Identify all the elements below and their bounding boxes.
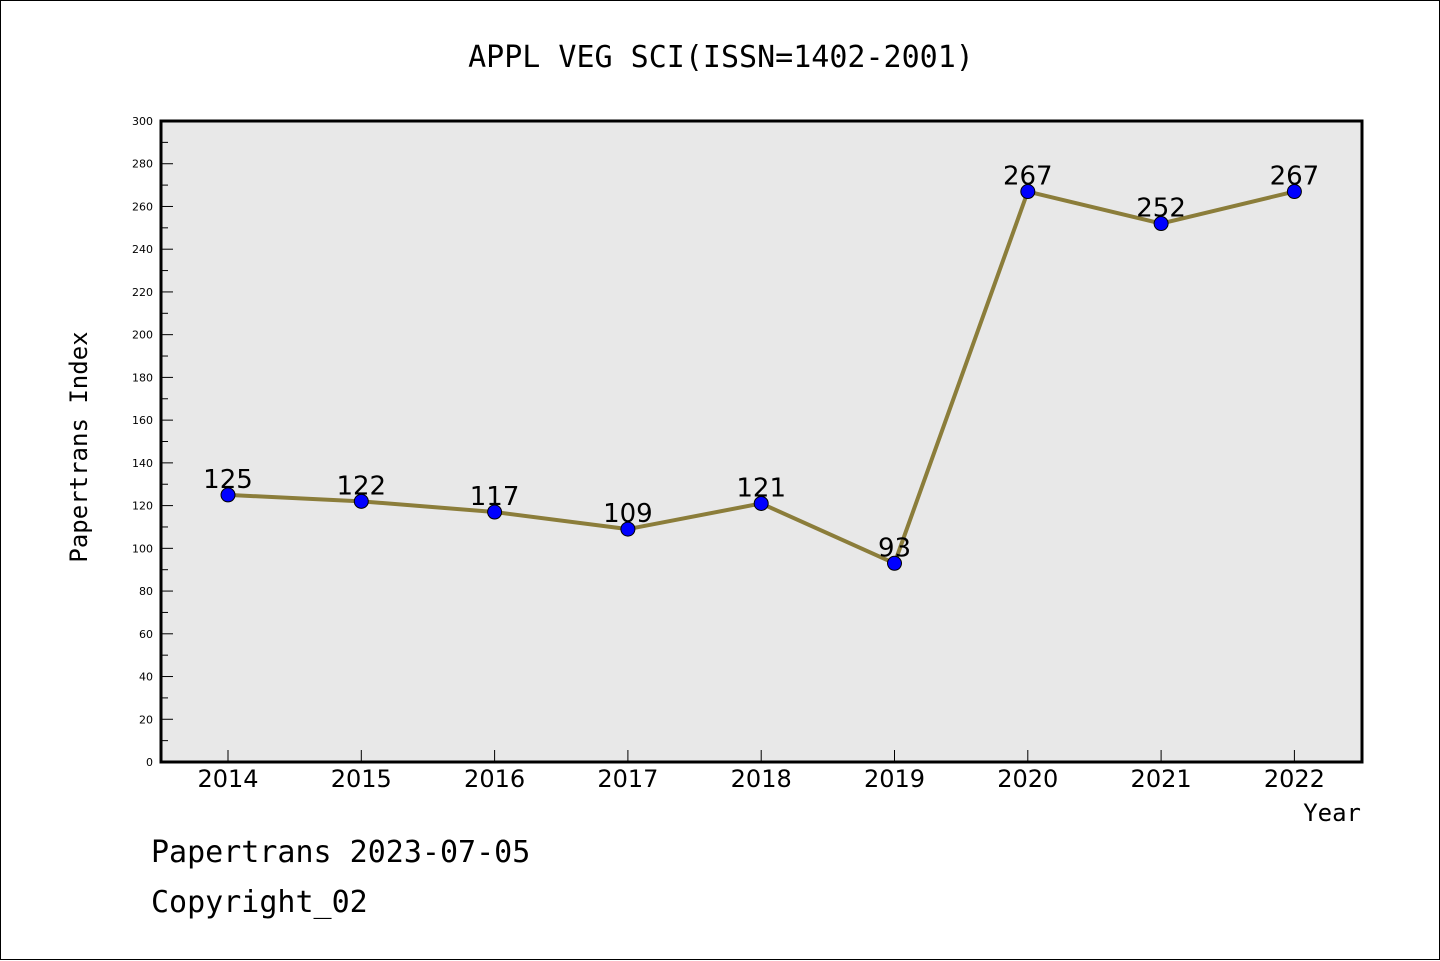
x-tick-label: 2016 xyxy=(464,765,525,793)
y-tick-label: 300 xyxy=(132,115,153,128)
y-tick-label: 120 xyxy=(132,500,153,513)
x-axis: 2014 2015 2016 2017 2018 2019 2020 2021 2022 xyxy=(197,750,1325,793)
y-tick-label: 40 xyxy=(139,671,153,684)
data-point xyxy=(753,495,769,511)
data-label: 267 xyxy=(1003,162,1053,192)
x-tick-label: 2017 xyxy=(597,765,658,793)
y-tick-label: 60 xyxy=(139,628,153,641)
x-axis-label: Year xyxy=(1303,799,1361,827)
data-point xyxy=(887,555,902,571)
data-label: 117 xyxy=(470,482,520,512)
y-axis: 0 20 40 60 80 100 120 140 160 180 200 220 240 260 280 3… xyxy=(132,115,173,769)
data-point xyxy=(487,504,503,520)
x-tick-label: 2014 xyxy=(197,765,258,793)
y-axis-label: Papertrans Index xyxy=(65,331,93,562)
y-tick-label: 0 xyxy=(146,756,153,769)
data-label: 267 xyxy=(1270,162,1320,192)
x-tick-label: 2018 xyxy=(731,765,792,793)
data-label: 121 xyxy=(736,473,786,503)
x-tick-label: 2019 xyxy=(864,765,925,793)
footer-copyright-text: Copyright_02 xyxy=(151,885,368,920)
y-tick-label: 20 xyxy=(139,713,153,726)
x-tick-label: 2021 xyxy=(1131,765,1192,793)
y-tick-label: 240 xyxy=(132,243,153,256)
footer-date-text: Papertrans 2023-07-05 xyxy=(151,835,531,870)
y-tick-label: 80 xyxy=(139,585,153,598)
y-tick-label: 280 xyxy=(132,158,153,171)
y-tick-label: 260 xyxy=(132,200,153,213)
y-tick-label: 200 xyxy=(132,329,153,342)
y-tick-label: 220 xyxy=(132,286,153,299)
y-tick-label: 160 xyxy=(132,414,153,427)
data-label: 252 xyxy=(1136,194,1186,224)
x-tick-label: 2020 xyxy=(997,765,1058,793)
data-labels: 125 122 117 109 121 93 267 252 267 xyxy=(203,162,1319,564)
data-label: 122 xyxy=(336,471,386,501)
data-point xyxy=(1153,216,1169,232)
data-markers xyxy=(220,184,1302,571)
data-label: 109 xyxy=(603,499,653,529)
y-tick-label: 180 xyxy=(132,371,153,384)
chart-title: APPL VEG SCI(ISSN=1402-2001) xyxy=(468,40,974,75)
data-point xyxy=(1020,184,1036,200)
x-tick-label: 2022 xyxy=(1264,765,1325,793)
x-tick-label: 2015 xyxy=(331,765,392,793)
data-label: 93 xyxy=(878,533,911,563)
data-label: 125 xyxy=(203,465,253,495)
data-point xyxy=(353,493,369,509)
data-point xyxy=(220,487,236,503)
y-tick-label: 100 xyxy=(132,542,153,555)
data-point xyxy=(1286,184,1302,200)
y-tick-label: 140 xyxy=(132,457,153,470)
data-point xyxy=(620,521,636,537)
